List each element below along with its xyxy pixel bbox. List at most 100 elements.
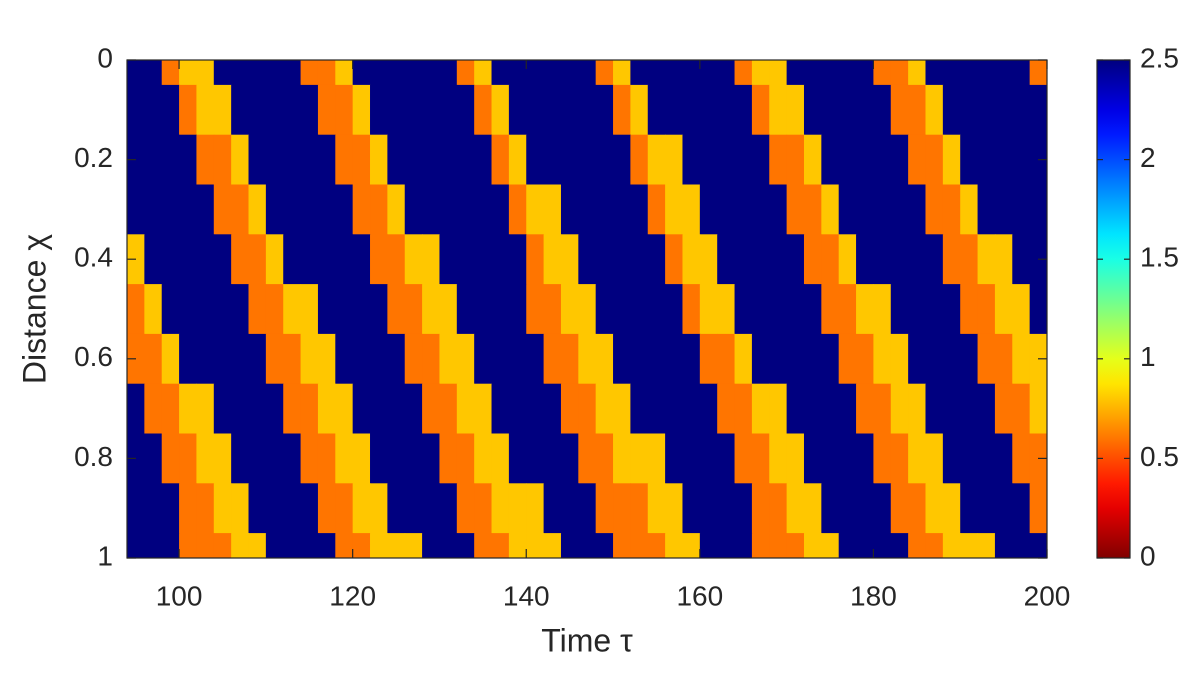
heatmap-cell [665,533,683,558]
heatmap-cell [838,184,857,235]
heatmap-cell [942,84,961,136]
heatmap-cell [474,483,493,534]
heatmap-cell [317,184,336,235]
heatmap-cell [960,60,979,86]
heatmap-cell [682,84,701,136]
heatmap-cell [265,184,284,235]
heatmap-cell [474,333,493,385]
heatmap-cell [595,60,614,86]
heatmap-cells [127,60,1047,558]
heatmap-cell [439,333,458,385]
heatmap-cell [317,483,336,534]
heatmap-cell [838,433,857,484]
heatmap-cell [699,84,718,136]
heatmap-cell [786,333,805,385]
heatmap-cell [994,134,1013,185]
heatmap-cell [647,483,666,534]
heatmap-cell [734,483,753,534]
heatmap-cell [491,60,510,86]
heatmap-cell [803,84,822,136]
heatmap-cell [994,433,1013,484]
x-tick-label: 180 [850,580,897,611]
heatmap-cell [213,433,232,484]
heatmap-cell [213,333,232,385]
heatmap-cell [665,383,683,434]
x-tick-label: 140 [503,580,550,611]
heatmap-cell [942,483,961,534]
heatmap-cell [335,433,354,484]
y-axis-label: Distance χ [16,234,52,384]
heatmap-cell [370,533,388,558]
heatmap-cell [335,134,354,185]
heatmap-cell [613,84,631,136]
heatmap-cell [387,433,406,484]
heatmap-cell [213,383,232,434]
heatmap-cell [352,533,371,558]
heatmap-cell [786,483,805,534]
heatmap-cell [873,383,892,434]
heatmap-cell [352,60,371,86]
heatmap-cell [873,60,892,86]
heatmap-cell [821,533,840,558]
heatmap-cell [803,60,822,86]
heatmap-cell [890,333,909,385]
heatmap-cell [161,533,180,558]
y-tick-label: 0.6 [74,341,113,372]
heatmap-cell [491,134,510,185]
heatmap-cell [526,333,545,385]
heatmap-cell [699,284,718,335]
heatmap-cell [439,60,458,86]
heatmap-cell [838,284,857,335]
plot-frame [126,59,1048,559]
heatmap-cell [526,383,545,434]
heatmap-cell [1012,84,1031,136]
heatmap-cell [144,60,163,86]
heatmap-cell [769,533,788,558]
heatmap-cell [422,483,440,534]
heatmap-cell [560,134,579,185]
heatmap-cell [699,383,718,434]
heatmap-cell [977,333,996,385]
heatmap-cell [196,84,215,136]
heatmap-cell [196,333,215,385]
heatmap-cell [682,234,701,285]
heatmap-cell [1029,383,1047,434]
heatmap-cell [317,234,336,285]
heatmap-cell [179,234,197,285]
heatmap-cell [960,234,979,285]
heatmap-cell [1012,284,1031,335]
heatmap-cell [1029,84,1047,136]
heatmap-cell [838,234,857,285]
heatmap-cell [213,533,232,558]
heatmap-cell [317,60,336,86]
heatmap-cell [717,284,736,335]
heatmap-cell [856,533,874,558]
heatmap-cell [439,84,458,136]
heatmap-cell [422,60,440,86]
heatmap-cell [387,234,406,285]
heatmap-cell [647,60,666,86]
heatmap-cell [751,333,770,385]
heatmap-cell [682,60,701,86]
heatmap-cell [248,60,267,86]
heatmap-cell [352,483,371,534]
heatmap-cell [508,383,527,434]
heatmap-cell [613,383,631,434]
heatmap-cell [370,433,388,484]
heatmap-cell [908,184,926,235]
heatmap-cell [751,134,770,185]
heatmap-cell [977,383,996,434]
heatmap-cell [595,134,614,185]
heatmap-cell [422,333,440,385]
heatmap-cell [335,483,354,534]
heatmap-cell [942,333,961,385]
heatmap-cell [387,533,406,558]
heatmap-cell [474,533,493,558]
heatmap-cell [977,184,996,235]
colorbar-tick-label: 1.5 [1140,242,1179,273]
heatmap-cell [144,234,163,285]
heatmap-cell [456,184,475,235]
heatmap-cell [196,134,215,185]
heatmap-cell [231,433,250,484]
heatmap-cell [717,333,736,385]
